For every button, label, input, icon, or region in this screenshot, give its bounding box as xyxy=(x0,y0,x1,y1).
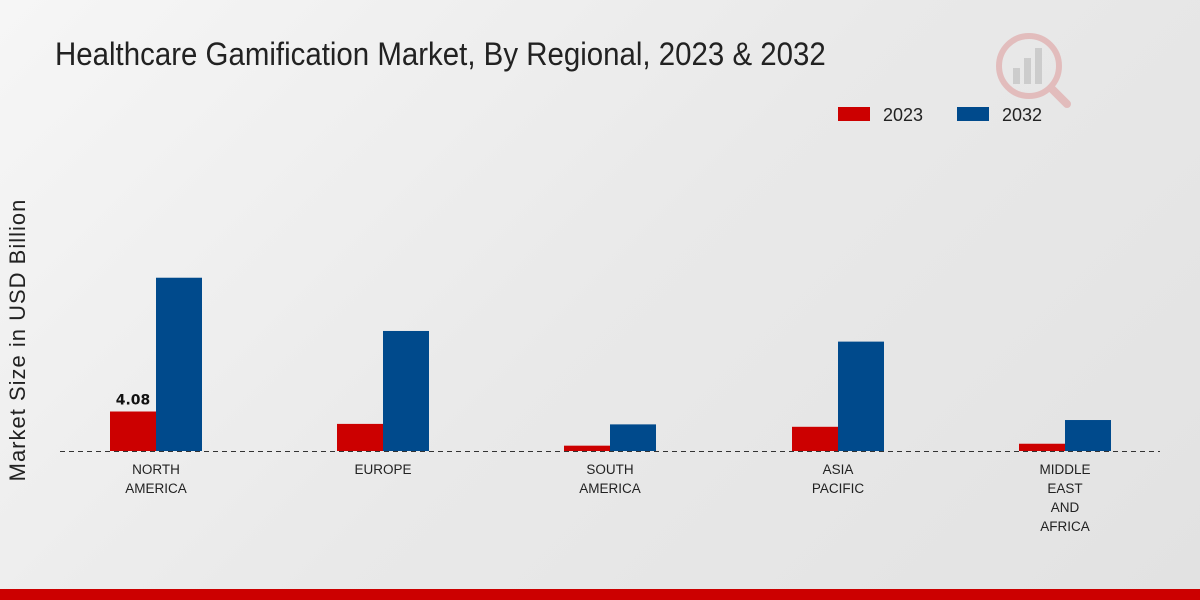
bar-2032-4 xyxy=(1065,420,1111,451)
bar-2023-0 xyxy=(110,411,156,451)
legend-label-2023: 2023 xyxy=(883,105,923,125)
footer-bar xyxy=(0,589,1200,600)
bar-2023-1 xyxy=(337,423,383,451)
bar-2023-3 xyxy=(792,426,838,451)
bar-2032-3 xyxy=(838,341,884,451)
bar-2032-1 xyxy=(383,330,429,451)
x-tick-label-2: SOUTH AMERICA xyxy=(579,462,641,496)
bar-2032-0 xyxy=(156,277,202,451)
legend-item-2023: 2023 xyxy=(838,105,923,125)
legend-label-2032: 2032 xyxy=(1002,105,1042,125)
x-tick-label-1: EUROPE xyxy=(354,462,411,477)
x-tick-label-4: MIDDLE EAST AND AFRICA xyxy=(1039,462,1090,534)
bar-2032-2 xyxy=(610,424,656,451)
data-label-0: 4.08 xyxy=(116,393,151,409)
legend-swatch-2023 xyxy=(838,107,870,121)
legend-item-2032: 2032 xyxy=(957,105,1042,125)
chart-title: Healthcare Gamification Market, By Regio… xyxy=(55,36,826,72)
bar-2023-4 xyxy=(1019,443,1065,451)
brand-logo-icon xyxy=(996,33,1071,108)
legend-swatch-2032 xyxy=(957,107,989,121)
x-tick-label-0: NORTH AMERICA xyxy=(125,462,187,496)
x-tick-label-3: ASIA PACIFIC xyxy=(812,462,865,496)
bar-2023-2 xyxy=(564,445,610,451)
